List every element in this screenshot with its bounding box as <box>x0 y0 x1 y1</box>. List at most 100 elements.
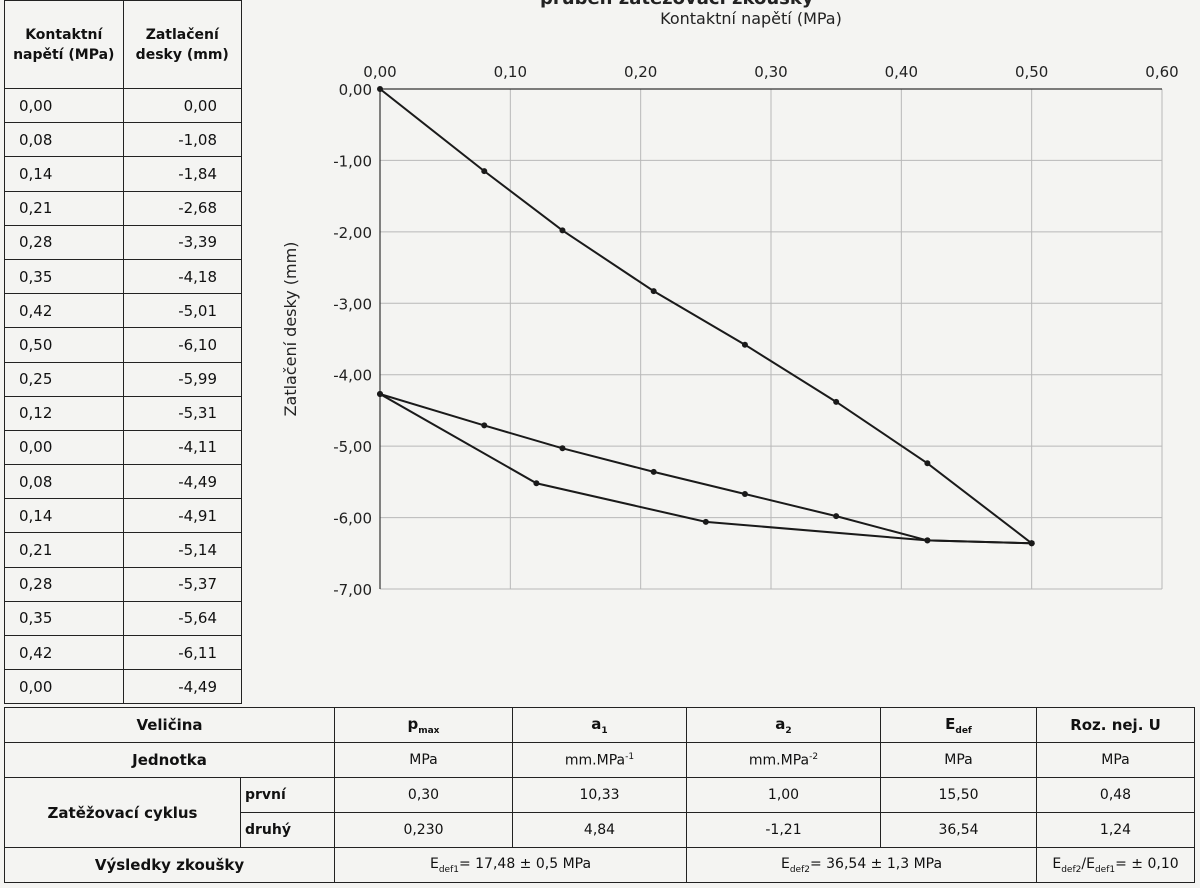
quantity-label: Veličina <box>4 707 335 743</box>
pressure-cell: 0,00 <box>4 87 124 124</box>
pressure-cell: 0,21 <box>4 190 124 226</box>
data-point <box>559 445 566 452</box>
settlement-cell: -5,37 <box>122 566 242 602</box>
pressure-cell: 0,14 <box>4 156 124 192</box>
table-row: 0,42 -5,01 <box>4 293 242 329</box>
settlement-cell: -1,84 <box>122 156 242 192</box>
y-tick-label: -5,00 <box>333 438 372 456</box>
settlement-cell: -5,31 <box>122 395 242 431</box>
edef-header: Edef <box>880 707 1037 743</box>
pressure-cell: 0,14 <box>4 498 124 534</box>
pressure-cell: 0,08 <box>4 122 124 158</box>
data-point <box>650 288 657 295</box>
edef2-result: Edef2= 36,54 ± 1,3 MPa <box>686 847 1037 883</box>
table-row: 0,42 -6,11 <box>4 634 242 671</box>
load-test-chart: 0,00 0,10 0,20 0,30 0,40 0,50 0,60 0,00 -1,00 -2,… <box>281 9 1179 599</box>
x-axis-title: Kontaktní napětí (MPa) <box>660 9 842 28</box>
data-point <box>741 491 748 497</box>
settlement-cell: -4,49 <box>122 464 242 500</box>
summary-table: Veličina pmax a1 a2 Edef Roz. nej. U Jed… <box>4 707 1195 883</box>
pressure-cell: 0,35 <box>4 600 124 637</box>
pressure-cell: 0,28 <box>4 566 124 602</box>
data-point <box>741 341 748 348</box>
header-settlement: Zatlačení desky (mm) <box>122 0 242 89</box>
data-point <box>650 468 657 475</box>
y-tick-label: -1,00 <box>333 152 372 170</box>
y-tick-label: 0,00 <box>339 81 372 99</box>
settlement-cell: -5,01 <box>122 293 242 329</box>
table-row: 0,35 -5,64 <box>4 600 242 637</box>
second-a1: 4,84 <box>512 812 687 848</box>
data-point <box>924 537 931 544</box>
pressure-cell: 0,28 <box>4 224 124 260</box>
x-tick-label: 0,50 <box>1015 63 1048 81</box>
pmax-header: pmax <box>334 707 513 743</box>
data-point <box>924 460 931 467</box>
y-axis-title: Zatlačení desky (mm) <box>281 242 300 417</box>
settlement-cell: -5,64 <box>122 600 242 637</box>
second-u: 1,24 <box>1036 812 1195 848</box>
edef-unit: MPa <box>880 742 1037 778</box>
second-cycle-label: druhý <box>240 812 335 848</box>
table-row: 0,28 -3,39 <box>4 224 242 260</box>
data-point <box>559 227 566 234</box>
pressure-cell: 0,21 <box>4 532 124 568</box>
table-row: 0,14 -1,84 <box>4 156 242 192</box>
settlement-cell: -6,11 <box>122 634 242 671</box>
y-tick-label: -7,00 <box>333 581 372 599</box>
summary-row-quantity: Veličina pmax a1 a2 Edef Roz. nej. U <box>4 707 1195 743</box>
x-tick-label: 0,60 <box>1145 63 1178 81</box>
a2-unit: mm.MPa-2 <box>686 742 881 778</box>
y-tick-label: -6,00 <box>333 510 372 528</box>
cycle-label: Zatěžovací cyklus <box>4 777 241 848</box>
y-tick-label: -2,00 <box>333 224 372 242</box>
first-a2: 1,00 <box>686 777 881 813</box>
pressure-cell: 0,50 <box>4 327 124 363</box>
data-table: Kontaktní napětí (MPa) Zatlačení desky (… <box>4 0 242 705</box>
table-row: 0,00 -4,49 <box>4 669 242 705</box>
series-line-1 <box>379 88 1033 545</box>
table-row: 0,21 -5,14 <box>4 532 242 568</box>
pressure-cell: 0,42 <box>4 634 124 671</box>
settlement-cell: -4,91 <box>122 498 242 534</box>
settlement-cell: -3,39 <box>122 224 242 260</box>
settlement-cell: -4,49 <box>122 669 242 705</box>
data-point <box>833 513 840 520</box>
a1-header: a1 <box>512 707 687 743</box>
table-row: 0,08 -4,49 <box>4 464 242 500</box>
table-row: 0,08 -1,08 <box>4 122 242 158</box>
a1-unit: mm.MPa-1 <box>512 742 687 778</box>
first-u: 0,48 <box>1036 777 1195 813</box>
pressure-cell: 0,35 <box>4 258 124 295</box>
first-pmax: 0,30 <box>334 777 513 813</box>
a2-header: a2 <box>686 707 881 743</box>
chart-title: průběh zatěžovací zkoušky <box>540 0 814 9</box>
table-row: 0,00 -4,11 <box>4 429 242 466</box>
settlement-cell: -4,18 <box>122 258 242 295</box>
x-tick-label: 0,10 <box>494 63 527 81</box>
ratio-result: Edef2/Edef1= ± 0,10 <box>1036 847 1195 883</box>
edef1-result: Edef1= 17,48 ± 0,5 MPa <box>334 847 687 883</box>
second-edef: 36,54 <box>880 812 1037 848</box>
table-row: 0,50 -6,10 <box>4 327 242 363</box>
x-tick-label: 0,40 <box>885 63 918 81</box>
pressure-cell: 0,08 <box>4 464 124 500</box>
table-row: 0,12 -5,31 <box>4 395 242 431</box>
pressure-cell: 0,00 <box>4 429 124 466</box>
unit-label: Jednotka <box>4 742 335 778</box>
first-edef: 15,50 <box>880 777 1037 813</box>
settlement-cell: -1,08 <box>122 122 242 158</box>
settlement-cell: -5,99 <box>122 361 242 397</box>
table-row: 0,25 -5,99 <box>4 361 242 397</box>
second-a2: -1,21 <box>686 812 881 848</box>
table-row: 0,14 -4,91 <box>4 498 242 534</box>
data-point <box>377 86 383 92</box>
settlement-cell: 0,00 <box>122 87 242 124</box>
data-point <box>533 480 540 487</box>
summary-row-results: Výsledky zkoušky Edef1= 17,48 ± 0,5 MPa … <box>4 847 1195 883</box>
x-tick-label: 0,00 <box>363 63 396 81</box>
table-row: 0,21 -2,68 <box>4 190 242 226</box>
series-line-3 <box>379 393 1032 545</box>
settlement-cell: -5,14 <box>122 532 242 568</box>
data-point <box>377 391 383 397</box>
